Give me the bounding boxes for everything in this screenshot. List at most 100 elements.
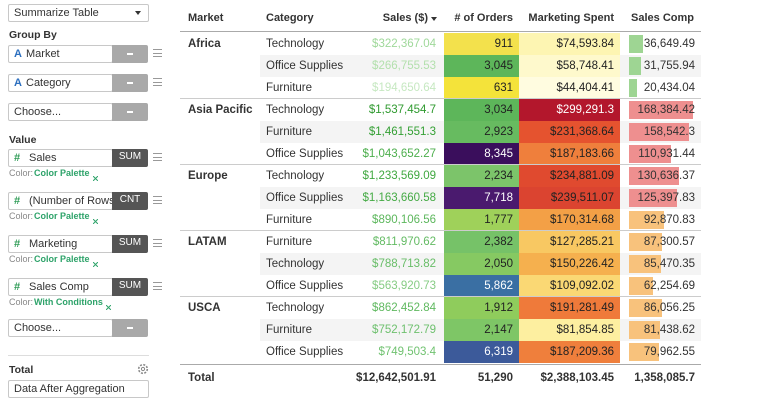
handle-line xyxy=(153,85,162,87)
drag-handle[interactable] xyxy=(153,239,162,248)
column-header[interactable]: Category xyxy=(266,12,314,24)
clear-icon[interactable] xyxy=(92,215,99,225)
column-header[interactable]: Sales Comp xyxy=(631,12,694,24)
marketing-cell-bg xyxy=(519,99,620,121)
sales-cell: $266,755.53 xyxy=(372,60,436,72)
aggregation-button[interactable]: SUM xyxy=(112,235,148,253)
comp-cell: 158,542.3 xyxy=(643,126,695,138)
settings-icon[interactable] xyxy=(137,363,149,375)
value-field[interactable]: # (Number of Rows) xyxy=(8,192,118,210)
drag-handle[interactable] xyxy=(153,196,162,205)
minus-icon xyxy=(127,82,133,84)
table: Market Category Sales ($) # of Orders Market… xyxy=(180,0,705,400)
sales-cell: $322,367.04 xyxy=(372,38,436,50)
drag-handle[interactable] xyxy=(153,78,162,87)
category-cell: Office Supplies xyxy=(266,346,344,358)
category-cell: Technology xyxy=(266,170,325,182)
orders-cell: 2,382 xyxy=(484,236,513,248)
value-field[interactable]: # Marketing xyxy=(8,235,113,253)
comp-cell: 130,636.37 xyxy=(637,170,695,182)
marketing-cell: $58,748.41 xyxy=(556,60,614,72)
clear-icon[interactable] xyxy=(105,301,112,311)
view-dropdown[interactable]: Summarize Table xyxy=(8,4,149,22)
category-cell: Technology xyxy=(266,38,325,50)
orders-cell-bg xyxy=(444,275,519,297)
comp-cell: 92,870.83 xyxy=(643,214,695,226)
column-header[interactable]: Sales ($) xyxy=(382,12,428,24)
column-header[interactable]: Marketing Spent xyxy=(528,12,614,24)
marketing-cell-bg xyxy=(519,33,620,55)
remove-button[interactable] xyxy=(112,319,148,337)
remove-button[interactable] xyxy=(112,74,148,92)
column-header[interactable]: # of Orders xyxy=(454,12,513,24)
remove-button[interactable] xyxy=(112,103,148,121)
section-title: Group By xyxy=(9,29,57,41)
sort-arrow[interactable] xyxy=(431,17,437,21)
sales-cell: $1,461,551.3 xyxy=(368,126,436,138)
color-mode-link[interactable]: Color Palette xyxy=(34,168,90,178)
orders-cell-bg xyxy=(444,319,519,341)
orders-cell-bg xyxy=(444,297,519,319)
marketing-cell: $299,291.3 xyxy=(556,104,614,116)
color-prefix: Color: xyxy=(9,254,34,264)
orders-cell: 631 xyxy=(493,82,513,94)
marketing-cell-bg xyxy=(519,275,620,297)
category-cell: Technology xyxy=(266,258,325,270)
value-field[interactable]: # Sales xyxy=(8,149,113,167)
dropdown-text: Data After Aggregation xyxy=(14,383,125,395)
handle-line xyxy=(153,246,162,248)
choose-field[interactable]: Choose... xyxy=(8,319,113,337)
orders-cell-bg xyxy=(444,231,519,253)
clear-icon[interactable] xyxy=(92,258,99,268)
category-cell: Technology xyxy=(266,104,325,116)
drag-handle[interactable] xyxy=(153,49,162,58)
aggregation-button[interactable]: SUM xyxy=(112,149,148,167)
handle-line xyxy=(153,49,162,51)
market-cell: LATAM xyxy=(188,236,227,248)
column-header[interactable]: Market xyxy=(188,12,224,24)
handle-line xyxy=(153,289,162,291)
comp-cell: 31,755.94 xyxy=(643,60,695,72)
aggregation-button[interactable]: SUM xyxy=(112,278,148,296)
category-cell: Technology xyxy=(266,302,325,314)
choose-field[interactable]: Choose... xyxy=(8,103,113,121)
comp-cell: 62,254.69 xyxy=(643,280,695,292)
orders-cell: 7,718 xyxy=(484,192,513,204)
group-rule xyxy=(180,98,701,99)
orders-cell: 2,050 xyxy=(484,258,513,270)
orders-cell: 5,862 xyxy=(484,280,513,292)
orders-cell-bg xyxy=(444,121,519,143)
group-field[interactable]: A Market xyxy=(8,45,113,63)
color-prefix: Color: xyxy=(9,297,34,307)
comp-bar xyxy=(629,189,677,207)
color-mode-link[interactable]: With Conditions xyxy=(34,297,103,307)
drag-handle[interactable] xyxy=(153,282,162,291)
comp-cell: 86,056.25 xyxy=(643,302,695,314)
color-mode-link[interactable]: Color Palette xyxy=(34,254,90,264)
color-mode-link[interactable]: Color Palette xyxy=(34,211,90,221)
type-icon: A xyxy=(14,48,22,60)
orders-cell-bg xyxy=(444,143,519,165)
total-label: Total xyxy=(188,372,215,384)
aggregation-button[interactable]: CNT xyxy=(112,192,148,210)
orders-cell-bg xyxy=(444,55,519,77)
marketing-cell: $170,314.68 xyxy=(550,214,614,226)
total-dropdown[interactable]: Data After Aggregation xyxy=(8,380,149,398)
color-prefix: Color: xyxy=(9,211,34,221)
orders-cell: 3,045 xyxy=(484,60,513,72)
category-cell: Furniture xyxy=(266,236,313,248)
drag-handle[interactable] xyxy=(153,153,162,162)
comp-bar xyxy=(629,167,679,185)
field-name: Marketing xyxy=(29,238,78,250)
category-cell: Furniture xyxy=(266,126,313,138)
category-cell: Office Supplies xyxy=(266,192,344,204)
group-field[interactable]: A Category xyxy=(8,74,113,92)
clear-icon[interactable] xyxy=(92,172,99,182)
marketing-cell-bg xyxy=(519,297,620,319)
remove-button[interactable] xyxy=(112,45,148,63)
value-field[interactable]: # Sales Comp xyxy=(8,278,113,296)
total-marketing: $2,388,103.45 xyxy=(540,372,614,384)
marketing-cell-bg xyxy=(519,187,620,209)
handle-line xyxy=(153,156,162,158)
